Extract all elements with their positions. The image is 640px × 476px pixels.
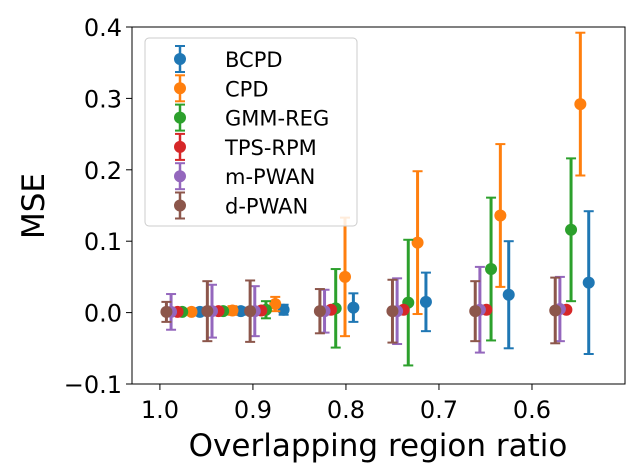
x-axis-title: Overlapping region ratio (189, 428, 568, 464)
legend-marker (174, 199, 186, 212)
data-point (494, 209, 507, 222)
y-axis-title: MSE (16, 173, 52, 239)
data-point (244, 305, 257, 318)
legend-item: GMM-REG (174, 103, 329, 132)
y-tick-label: 0.0 (84, 300, 122, 328)
legend-label: BCPD (225, 48, 283, 72)
y-tick-label: 0.3 (84, 85, 122, 113)
data-point (582, 276, 595, 289)
x-tick-label: 0.8 (327, 396, 365, 424)
legend-label: m-PWAN (225, 165, 315, 189)
data-point (574, 98, 587, 111)
legend-marker (174, 82, 186, 95)
legend-label: TPS-RPM (224, 136, 317, 160)
data-point (386, 305, 399, 318)
chart-axes: 1.0 0.9 0.8 0.7 0.6 −0.1 0.0 0.1 0.2 0.3 0.4 (64, 14, 626, 424)
data-point (347, 301, 360, 314)
legend-label: GMM-REG (225, 107, 329, 131)
data-point (485, 263, 498, 276)
y-tick-label: 0.1 (84, 228, 122, 256)
legend-marker (174, 140, 186, 153)
data-point (269, 298, 282, 311)
legend: BCPD CPD GMM-REG TPS-RPM m-PWAN d-PWAN (144, 37, 358, 227)
legend-marker (174, 53, 186, 65)
data-point (226, 304, 239, 317)
data-point (565, 223, 578, 236)
legend-item: CPD (174, 74, 269, 103)
legend-label: d-PWAN (225, 195, 308, 219)
x-tick-label: 0.9 (234, 396, 272, 424)
y-tick-label: −0.1 (64, 371, 122, 399)
data-point (411, 236, 424, 249)
chart-marks (160, 31, 595, 367)
legend-item: TPS-RPM (174, 132, 317, 161)
data-point (469, 305, 482, 318)
x-tick-label: 0.7 (420, 396, 458, 424)
data-point (502, 288, 515, 301)
data-point (277, 303, 290, 316)
legend-item: d-PWAN (174, 191, 308, 220)
x-tick-label: 1.0 (141, 396, 179, 424)
plot-frame (131, 26, 626, 385)
legend-item: m-PWAN (174, 162, 315, 191)
data-point (185, 305, 198, 318)
data-point (339, 270, 352, 283)
data-point (419, 295, 432, 308)
series-d-pwan (160, 276, 562, 345)
legend-marker (174, 170, 186, 183)
data-point (160, 305, 173, 318)
legend-box (144, 37, 358, 227)
y-tick-label: 0.4 (84, 14, 122, 42)
data-point (201, 305, 214, 318)
data-point (549, 304, 562, 317)
legend-item: BCPD (174, 45, 283, 73)
series-cpd (185, 31, 587, 338)
legend-label: CPD (225, 77, 269, 101)
legend-marker (174, 111, 186, 124)
x-tick-label: 0.6 (513, 396, 551, 424)
data-point (313, 305, 326, 318)
y-tick-label: 0.2 (84, 157, 122, 185)
